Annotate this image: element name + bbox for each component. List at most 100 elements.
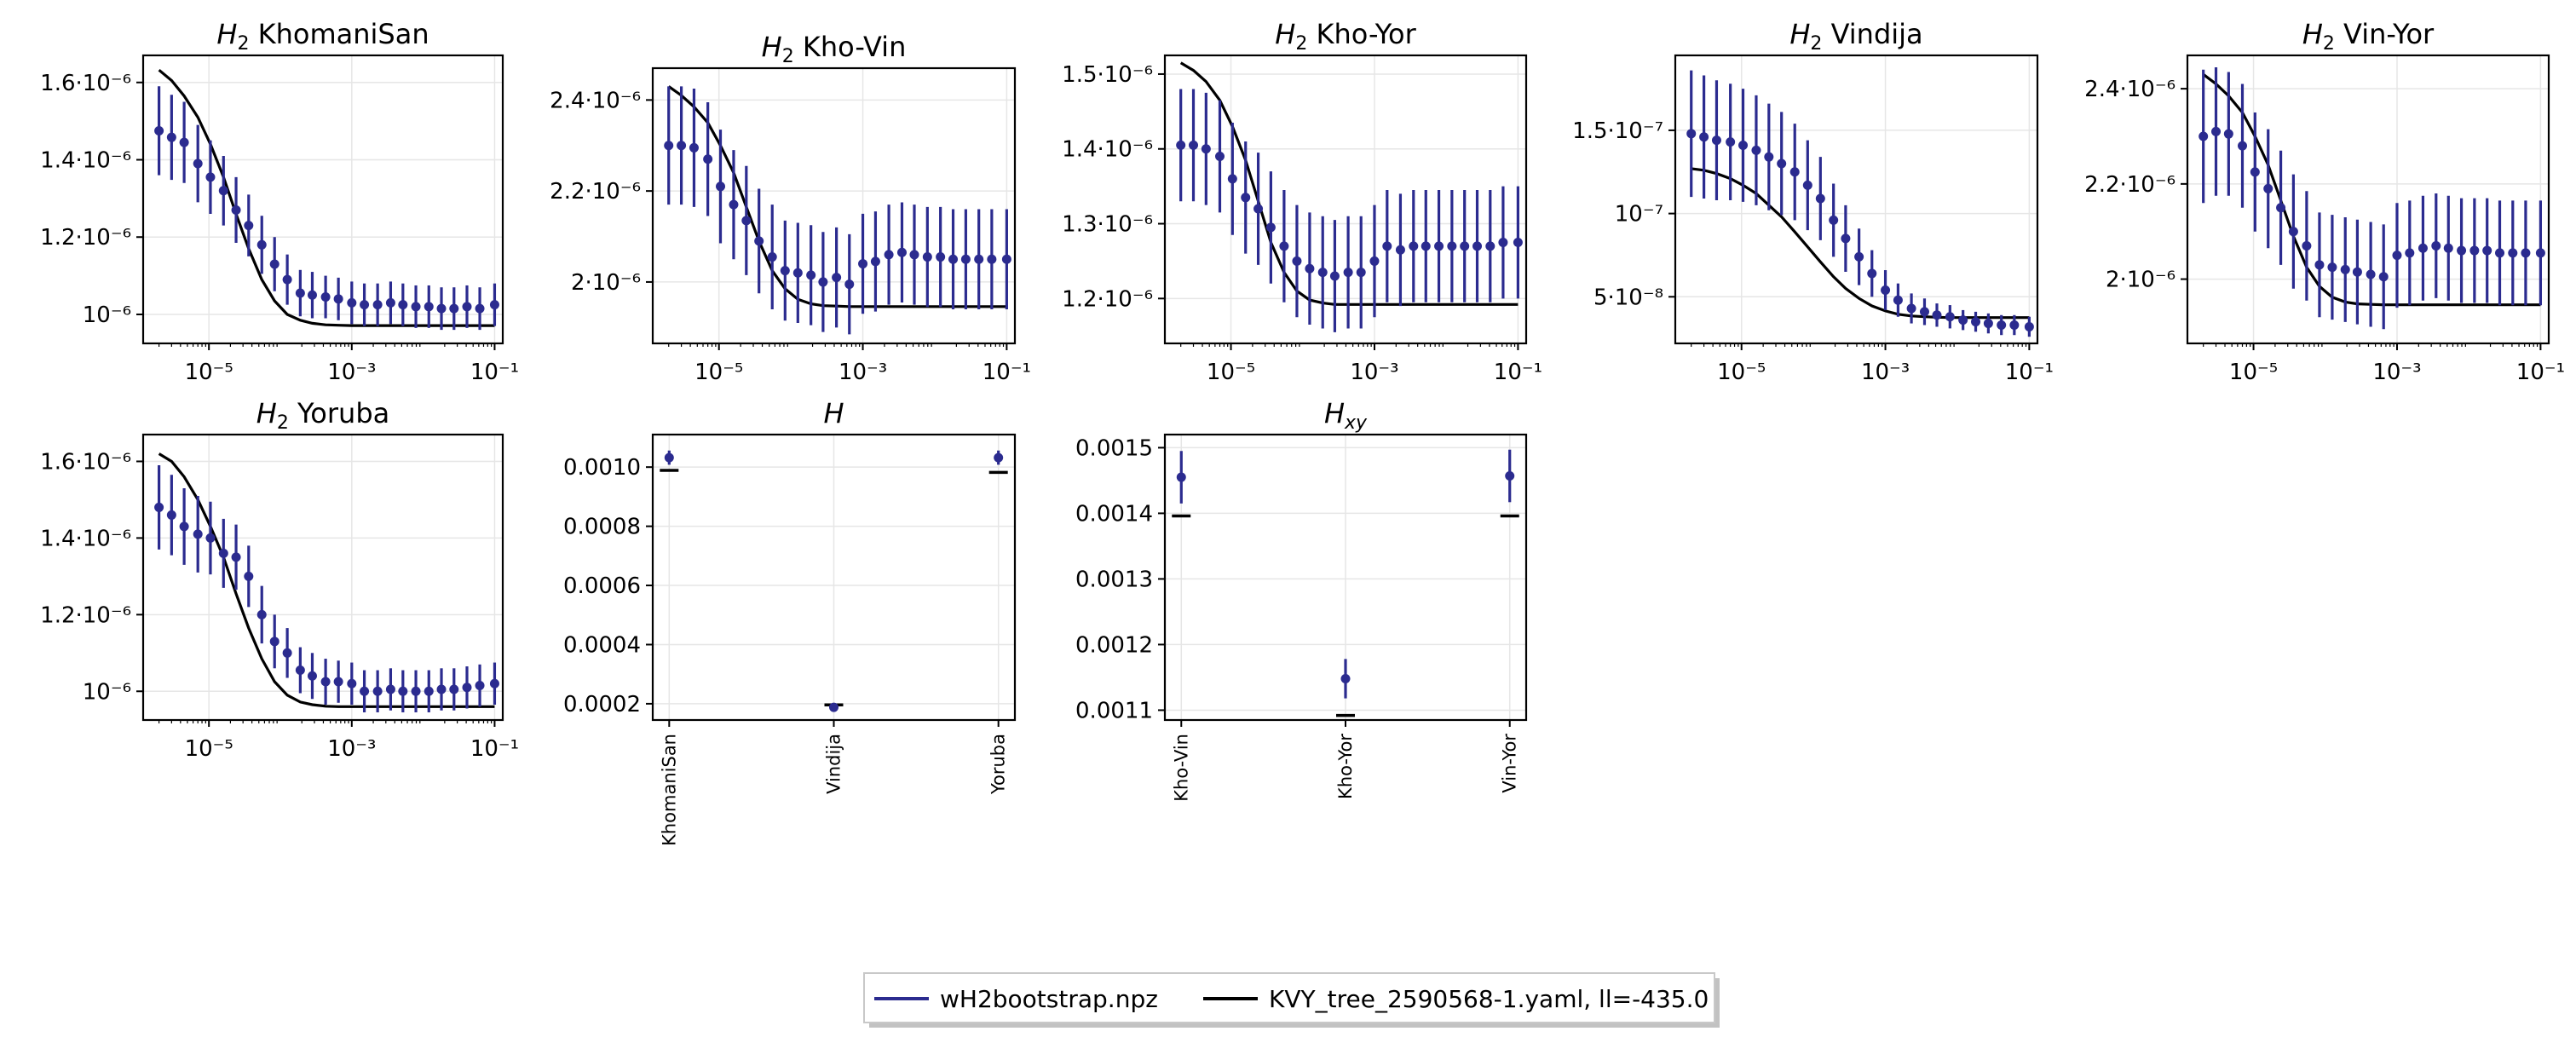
data-point	[1513, 237, 1523, 247]
data-point	[2457, 245, 2467, 256]
panel-title: H2 KhomaniSan	[216, 18, 429, 55]
data-point	[936, 252, 946, 262]
data-point	[2378, 272, 2389, 282]
data-point	[307, 290, 317, 300]
data-point	[360, 300, 370, 310]
data-point	[2495, 248, 2505, 258]
data-point	[1292, 256, 1302, 266]
data-point	[792, 268, 803, 278]
data-point	[2314, 260, 2325, 270]
panel-0: 10⁻⁶ 1.2·10⁻⁶ 1.4·10⁻⁶ 1.6·10⁻⁶ 10⁻⁵ 10⁻³ 10⁻¹…	[40, 18, 519, 385]
data-point	[1777, 158, 1787, 169]
data-point	[1215, 152, 1225, 162]
axes-frame	[141, 433, 504, 722]
data-point	[1919, 307, 1929, 317]
data-point	[1409, 241, 1419, 251]
y-tick-label: 0.0006	[563, 573, 641, 599]
y-tick-label: 2.2·10⁻⁶	[2084, 172, 2175, 198]
y-tick-label: 10⁻⁶	[83, 679, 131, 705]
y-tick-label: 10⁻⁷	[1615, 202, 1663, 228]
y-tick-label: 2.2·10⁻⁶	[550, 179, 641, 205]
data-point	[844, 279, 855, 290]
y-tick-label: 2·10⁻⁶	[2106, 268, 2175, 293]
y-tick-label: 1.2·10⁻⁶	[40, 602, 131, 628]
data-point	[385, 297, 395, 308]
data-point	[1815, 193, 1825, 204]
y-tick-label: 1.4·10⁻⁶	[40, 147, 131, 173]
y-tick-label: 0.0010	[563, 455, 641, 481]
data-point	[1711, 135, 1721, 146]
data-point	[1751, 145, 1761, 155]
data-point	[1227, 174, 1237, 184]
data-point	[360, 686, 370, 696]
y-tick-label: 2·10⁻⁶	[571, 270, 641, 296]
data-point	[2521, 248, 2531, 258]
data-point	[333, 294, 343, 304]
data-point	[193, 158, 203, 169]
data-point	[398, 686, 408, 696]
data-point	[1726, 137, 1736, 147]
data-point	[320, 677, 331, 687]
legend-label-model: KVY_tree_2590568-1.yaml, ll=-435.0	[1269, 985, 1709, 1013]
x-tick-label: 10⁻¹	[983, 360, 1031, 385]
panel-7: 0.0011 0.0012 0.0013 0.0014 0.0015 Kho-Vin Kho…	[1075, 397, 1528, 802]
data-point	[1505, 471, 1515, 481]
data-point	[269, 259, 279, 269]
data-point	[166, 510, 176, 520]
data-point	[489, 678, 499, 688]
data-point	[1932, 310, 1942, 320]
y-tick-label: 0.0008	[563, 515, 641, 540]
data-point	[829, 702, 838, 712]
x-tick-label: 10⁻¹	[2005, 360, 2054, 385]
data-point	[282, 274, 292, 285]
data-point	[2443, 243, 2453, 253]
data-point	[282, 648, 292, 658]
data-point	[1329, 271, 1340, 281]
x-tick-label: 10⁻³	[2372, 360, 2421, 385]
y-tick-label: 10⁻⁶	[83, 302, 131, 328]
data-point	[307, 671, 317, 681]
data-point	[295, 288, 305, 298]
data-point	[372, 300, 383, 310]
data-point	[2250, 167, 2260, 177]
y-tick-label: 0.0002	[563, 692, 641, 717]
y-tick-label: 5·10⁻⁸	[1593, 285, 1663, 310]
data-point	[2302, 240, 2312, 251]
x-tick-label: 10⁻³	[327, 736, 376, 762]
x-tick-label: 10⁻⁵	[1207, 360, 1255, 385]
y-tick-label: 2.4·10⁻⁶	[550, 88, 641, 113]
data-point	[1498, 237, 1508, 247]
data-point	[948, 254, 959, 264]
panel-title: H2 Vindija	[1789, 18, 1922, 55]
panel-4: 2·10⁻⁶ 2.2·10⁻⁶ 2.4·10⁻⁶ 10⁻⁵ 10⁻³ 10⁻¹ H2 Vin…	[2084, 18, 2565, 385]
y-tick-label: 1.5·10⁻⁷	[1572, 118, 1663, 144]
y-tick-label: 0.0015	[1075, 435, 1153, 461]
panel-title: H2 Yoruba	[256, 397, 389, 434]
x-category-label: Vin-Yor	[1500, 734, 1520, 793]
data-point	[974, 254, 984, 264]
data-point	[1854, 251, 1864, 262]
x-tick-label: 10⁻⁵	[2229, 360, 2278, 385]
panel-title: H2 Vin-Yor	[2302, 18, 2435, 55]
data-point	[2340, 264, 2350, 274]
data-point	[449, 303, 459, 314]
data-point	[1395, 245, 1405, 255]
data-point	[754, 236, 764, 246]
data-point	[1789, 167, 1800, 177]
data-point	[475, 303, 485, 314]
data-point	[347, 297, 357, 308]
data-point	[179, 521, 189, 532]
data-point	[1945, 312, 1955, 322]
data-point	[424, 302, 434, 312]
data-point	[1829, 215, 1839, 225]
data-point	[664, 141, 674, 151]
data-point	[1472, 241, 1483, 251]
y-tick-label: 1.6·10⁻⁶	[40, 71, 131, 96]
x-tick-label: 10⁻¹	[2516, 360, 2565, 385]
y-tick-label: 0.0011	[1075, 698, 1153, 723]
data-point	[677, 141, 687, 151]
x-tick-label: 10⁻³	[838, 360, 887, 385]
data-point	[462, 683, 472, 693]
data-point	[411, 686, 421, 696]
data-point	[2431, 240, 2441, 251]
